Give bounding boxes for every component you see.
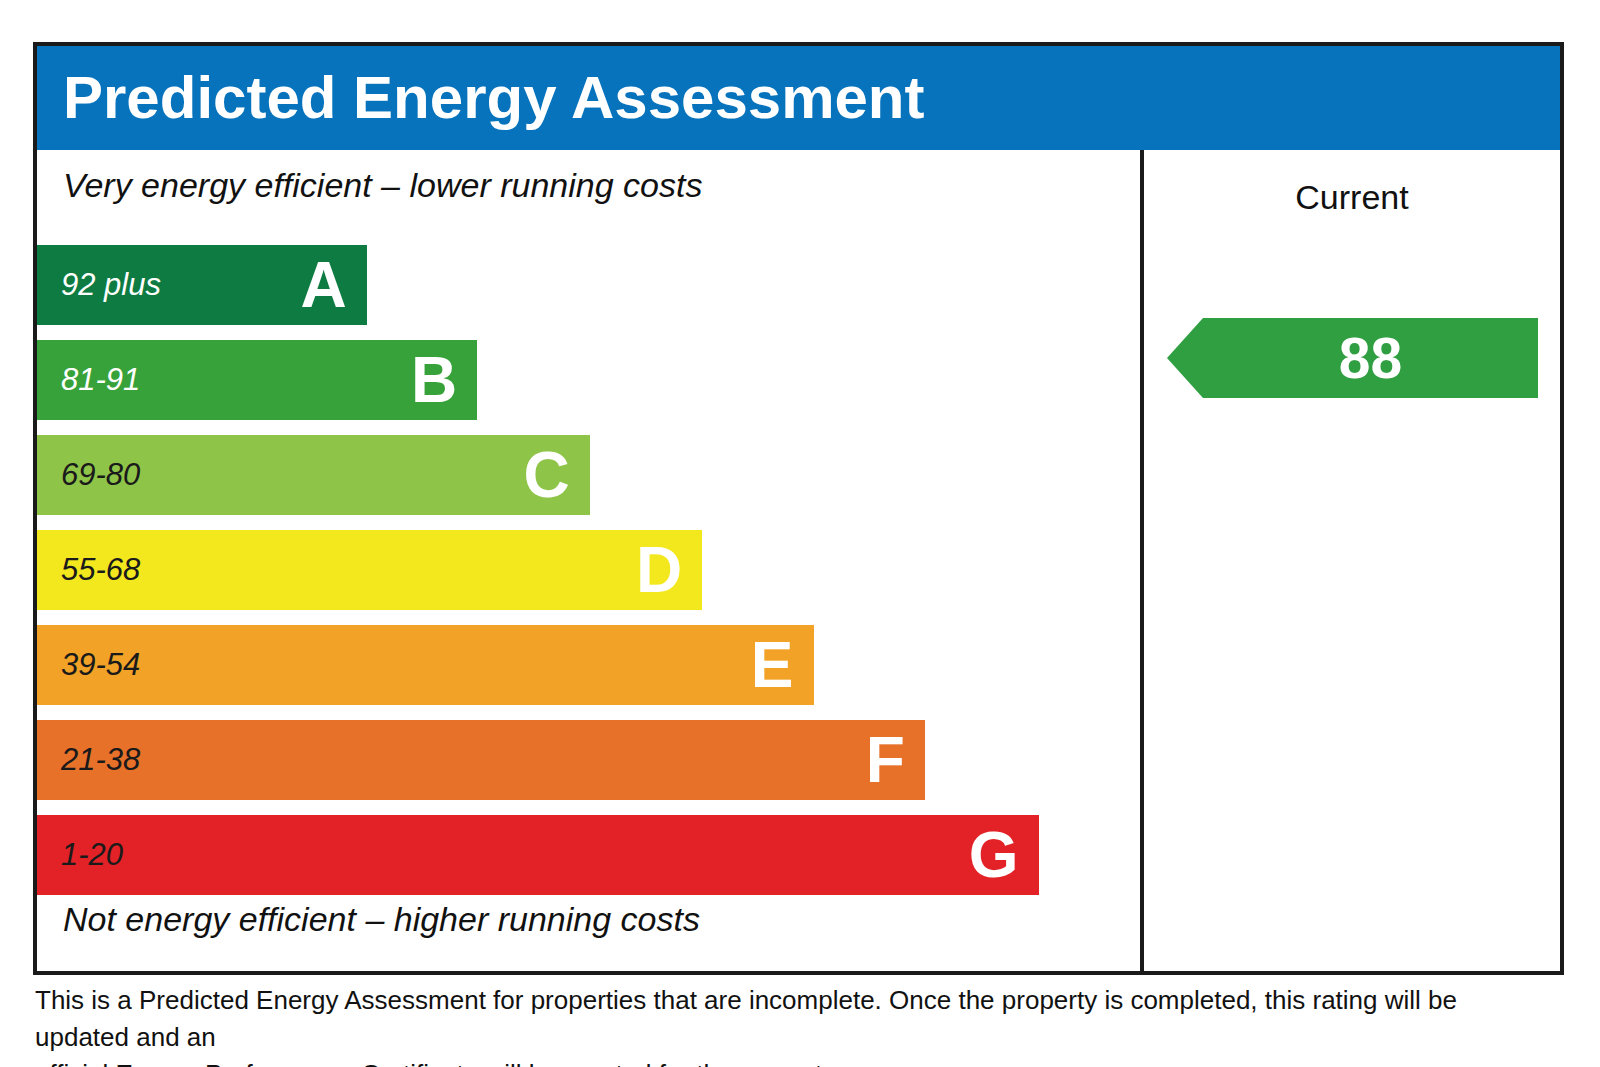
band-letter: A xyxy=(301,253,347,317)
band-range-label: 1-20 xyxy=(61,837,123,873)
band-letter: D xyxy=(636,538,682,602)
panel-content: Very energy efficient – lower running co… xyxy=(37,150,1560,971)
current-rating-column: Current 88 xyxy=(1144,150,1560,971)
band-letter: C xyxy=(523,443,569,507)
panel-header: Predicted Energy Assessment xyxy=(37,46,1560,150)
band-letter: G xyxy=(969,823,1019,887)
rating-band-c: 69-80 C xyxy=(37,435,590,515)
footer-note: This is a Predicted Energy Assessment fo… xyxy=(35,982,1555,1067)
band-range-label: 69-80 xyxy=(61,457,140,493)
page-title: Predicted Energy Assessment xyxy=(63,68,924,128)
band-range-label: 55-68 xyxy=(61,552,140,588)
band-letter: E xyxy=(751,633,794,697)
top-caption: Very energy efficient – lower running co… xyxy=(63,166,702,205)
rating-band-f: 21-38 F xyxy=(37,720,925,800)
rating-band-g: 1-20 G xyxy=(37,815,1039,895)
current-column-header: Current xyxy=(1144,178,1560,217)
energy-assessment-panel: Predicted Energy Assessment Very energy … xyxy=(33,42,1564,975)
band-letter: F xyxy=(866,728,905,792)
band-range-label: 21-38 xyxy=(61,742,140,778)
band-range-label: 81-91 xyxy=(61,362,140,398)
bottom-caption: Not energy efficient – higher running co… xyxy=(63,900,700,939)
band-range-label: 92 plus xyxy=(61,267,161,303)
rating-bands-area: Very energy efficient – lower running co… xyxy=(37,150,1140,971)
rating-band-a: 92 plus A xyxy=(37,245,367,325)
rating-band-e: 39-54 E xyxy=(37,625,814,705)
band-range-label: 39-54 xyxy=(61,647,140,683)
band-letter: B xyxy=(411,348,457,412)
current-rating-arrow: 88 xyxy=(1167,318,1538,398)
rating-band-b: 81-91 B xyxy=(37,340,477,420)
footer-note-line-2: official Energy Performance Certificate … xyxy=(35,1056,1555,1067)
footer-note-line-1: This is a Predicted Energy Assessment fo… xyxy=(35,982,1555,1056)
rating-band-d: 55-68 D xyxy=(37,530,702,610)
current-rating-value: 88 xyxy=(1339,330,1402,387)
